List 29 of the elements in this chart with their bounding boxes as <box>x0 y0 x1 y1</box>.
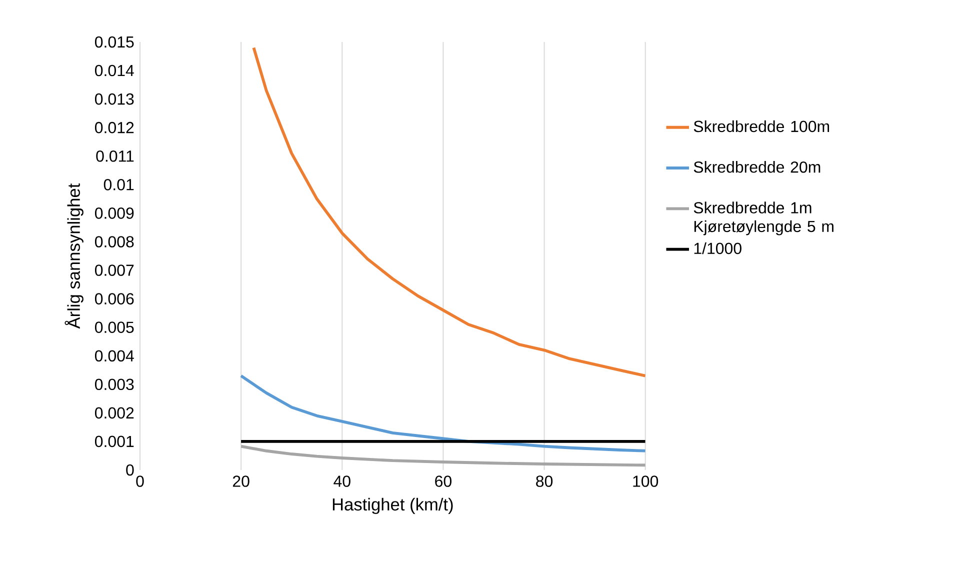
legend-label: Skredbredde 1m Kjøretøylengde 5 m <box>694 202 834 236</box>
y-tick-label: 0.001 <box>94 436 134 448</box>
x-tick-label: 20 <box>232 476 250 487</box>
y-tick-label: 0.004 <box>94 350 134 362</box>
legend-label: Skredbredde 100m <box>694 120 830 132</box>
y-tick-label: 0.007 <box>94 264 134 276</box>
y-tick-label: 0.006 <box>94 293 134 304</box>
x-tick-label: 0 <box>136 476 144 487</box>
y-tick-label: 0.003 <box>94 378 134 390</box>
y-tick-label: 0.005 <box>94 322 134 333</box>
x-tick-label: 60 <box>435 476 452 487</box>
line-series <box>252 46 646 378</box>
y-tick-label: 0.011 <box>96 150 134 162</box>
y-tick-label: 0.014 <box>94 64 134 76</box>
x-tick-label: 100 <box>633 476 658 487</box>
y-tick-label: 0.01 <box>104 179 134 190</box>
y-tick-label: 0.009 <box>94 208 134 219</box>
y-tick-label: 0.002 <box>94 407 134 419</box>
legend-label: 1/1000 <box>694 242 742 254</box>
y-axis-title: Årlig sannsynlighet <box>64 183 84 329</box>
y-tick-label: 0.012 <box>94 122 134 134</box>
y-tick-label: 0.008 <box>94 236 134 248</box>
y-tick-label: 0.013 <box>94 93 134 105</box>
y-tick-label: 0 <box>126 464 134 476</box>
x-axis-title: Hastighet (km/t) <box>332 498 453 514</box>
y-tick-label: 0.015 <box>94 36 134 48</box>
x-tick-label: 80 <box>536 476 553 487</box>
x-tick-label: 40 <box>334 476 350 487</box>
legend-label: Skredbredde 20m <box>694 161 820 173</box>
